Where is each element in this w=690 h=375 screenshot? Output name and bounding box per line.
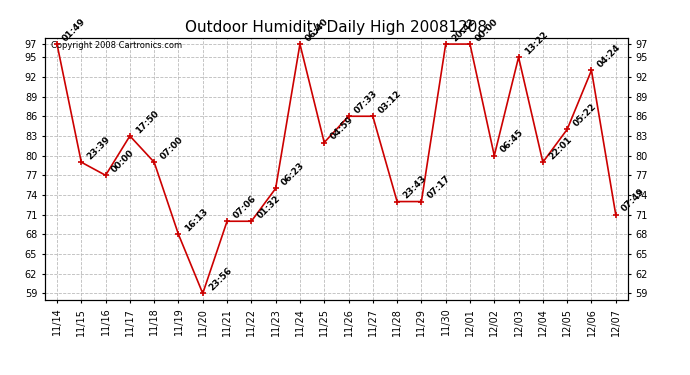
Text: 07:33: 07:33 [353, 89, 380, 116]
Text: 04:24: 04:24 [595, 43, 622, 69]
Text: 01:32: 01:32 [255, 194, 282, 220]
Text: 07:49: 07:49 [620, 187, 647, 214]
Text: 03:12: 03:12 [377, 89, 404, 116]
Text: 17:50: 17:50 [134, 108, 161, 135]
Text: 16:13: 16:13 [183, 207, 209, 234]
Title: Outdoor Humidity Daily High 20081208: Outdoor Humidity Daily High 20081208 [186, 20, 487, 35]
Text: 07:00: 07:00 [158, 135, 185, 161]
Text: 23:56: 23:56 [207, 266, 233, 292]
Text: 07:06: 07:06 [231, 194, 258, 220]
Text: 01:49: 01:49 [61, 16, 88, 43]
Text: 06:40: 06:40 [304, 17, 331, 43]
Text: 22:01: 22:01 [547, 135, 573, 161]
Text: 00:00: 00:00 [474, 17, 500, 43]
Text: 05:22: 05:22 [571, 102, 598, 129]
Text: 06:23: 06:23 [280, 161, 306, 188]
Text: 00:00: 00:00 [110, 148, 136, 174]
Text: 20:42: 20:42 [450, 16, 477, 43]
Text: 13:22: 13:22 [523, 30, 549, 56]
Text: 06:45: 06:45 [498, 128, 525, 155]
Text: Copyright 2008 Cartronics.com: Copyright 2008 Cartronics.com [50, 42, 181, 51]
Text: 23:43: 23:43 [402, 174, 428, 201]
Text: 04:59: 04:59 [328, 115, 355, 142]
Text: 23:39: 23:39 [86, 135, 112, 161]
Text: 07:17: 07:17 [426, 174, 452, 201]
